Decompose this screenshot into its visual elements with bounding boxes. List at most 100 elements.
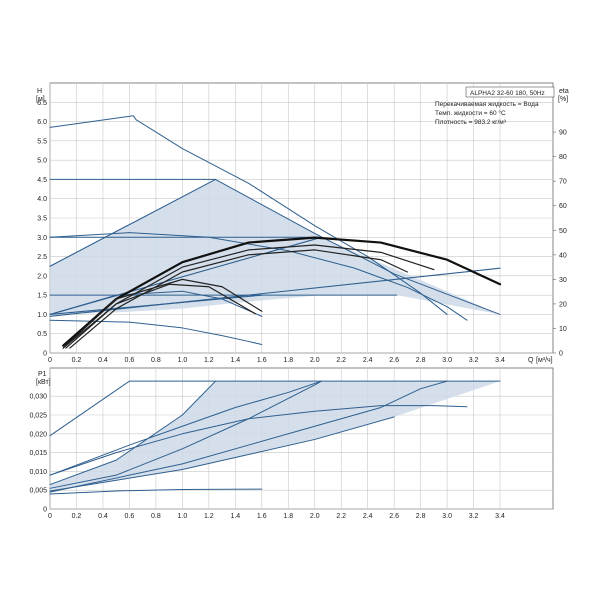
power-y-tick-label: 0 [43, 507, 47, 514]
power-curve [49, 380, 322, 476]
head-x-tick-label: 3.4 [495, 357, 505, 364]
head-y2-tick-label: 90 [559, 130, 567, 137]
head-y-tick-label: 3.5 [37, 216, 47, 223]
chart-title: ALPHA2 32-60 180, 50Hz [470, 90, 545, 97]
head-y2-tick-label: 80 [559, 154, 567, 161]
power-operating-area [50, 381, 501, 491]
power-panel: 0 0.2 0.4 0.6 0.8 1.0 1.2 1.4 1.6 1.8 2.0 2.2 2.4 2.6… [29, 367, 554, 520]
power-y-tick-label: 0,025 [29, 413, 47, 420]
power-curve [49, 380, 322, 489]
power-x-tick-label: 3.2 [469, 513, 479, 520]
head-y-tick-label: 1.5 [37, 293, 47, 300]
head-y2-tick-label: 10 [559, 326, 567, 333]
head-yunit: [м] [36, 96, 45, 103]
head-y2-tick-label: 0 [559, 351, 563, 358]
power-x-tick-label: 2.2 [336, 513, 346, 520]
power-y-tick-label: 0,020 [29, 431, 47, 438]
head-y2-tick-label: 40 [559, 252, 567, 259]
head-head-curve [49, 115, 448, 315]
power-x-tick-label: 2.6 [389, 513, 399, 520]
head-system-curve [49, 236, 322, 315]
head-x-tick-label: 2.2 [336, 357, 346, 364]
head-system-curve [49, 178, 217, 267]
power-x-tick-label: 0.6 [125, 513, 135, 520]
head-y-tick-label: 5.0 [37, 158, 47, 165]
head-x-tick-label: 0 [48, 357, 52, 364]
head-y2-tick-label: 50 [559, 228, 567, 235]
power-curve [49, 380, 501, 437]
head-y-tick-label: 4.0 [37, 196, 47, 203]
power-curve [49, 488, 263, 495]
power-x-tick-label: 3.4 [495, 513, 505, 520]
head-x-tick-label: 2.8 [416, 357, 426, 364]
head-y-tick-label: 1.0 [37, 312, 47, 319]
power-x-tick-label: 1.6 [257, 513, 267, 520]
head-head-curve [49, 178, 501, 315]
head-panel: 0 0.2 0.4 0.6 0.8 1.0 1.2 1.4 1.6 1.8 2.0 2.2 2.4 2.6… [37, 82, 567, 364]
head-x-tick-label: 0.2 [72, 357, 82, 364]
head-x-tick-label: 3.0 [442, 357, 452, 364]
head-y2-tick-label: 60 [559, 203, 567, 210]
head-efficiency-curve [69, 249, 408, 349]
info-line-temp: Темп. жидкости = 60 °C [435, 109, 506, 117]
labels-layer: H [м] eta [%] Q [м³/ч] P1 [кВт] ALPHA2 3… [36, 86, 569, 386]
eta-label: eta [559, 88, 569, 95]
eta-unit: [%] [558, 96, 568, 103]
head-x-tick-label: 1.0 [178, 357, 188, 364]
head-x-tick-label: 3.2 [469, 357, 479, 364]
power-curve [49, 380, 448, 493]
head-head-curve [49, 319, 263, 346]
head-efficiency-curve [62, 236, 502, 347]
head-x-tick-label: 2.6 [389, 357, 399, 364]
head-x-tick-label: 1.4 [230, 357, 240, 364]
head-system-curve [49, 267, 501, 317]
power-x-tick-label: 0 [48, 513, 52, 520]
power-x-tick-label: 2.8 [416, 513, 426, 520]
info-line-density: Плотность = 983.2 кг/м³ [435, 119, 507, 126]
head-efficiency-curve [62, 278, 263, 349]
power-ylabel: P1 [38, 371, 47, 378]
power-x-tick-label: 1.0 [178, 513, 188, 520]
head-x-tick-label: 0.4 [98, 357, 108, 364]
power-curve [49, 416, 395, 492]
head-ylabel: H [37, 88, 42, 95]
q-xunit: [м³/ч] [536, 357, 553, 364]
power-x-tick-label: 0.4 [98, 513, 108, 520]
head-y-tick-label: 5.5 [37, 138, 47, 145]
head-x-tick-label: 1.6 [257, 357, 267, 364]
power-y-tick-label: 0,015 [29, 450, 47, 457]
power-x-tick-label: 1.8 [283, 513, 293, 520]
head-efficiency-curve [62, 283, 256, 349]
head-y-tick-label: 2.5 [37, 254, 47, 261]
head-x-tick-label: 0.8 [151, 357, 161, 364]
power-x-tick-label: 0.2 [72, 513, 82, 520]
power-y-tick-label: 0,005 [29, 488, 47, 495]
head-y2-tick-label: 70 [559, 179, 567, 186]
head-x-tick-label: 1.8 [283, 357, 293, 364]
head-y2-tick-label: 20 [559, 301, 567, 308]
head-y-tick-label: 6.5 [37, 100, 47, 107]
power-x-tick-label: 2.0 [310, 513, 320, 520]
power-yunit: [кВт] [36, 379, 51, 386]
head-y-tick-label: 6.0 [37, 119, 47, 126]
head-y-tick-label: 4.5 [37, 177, 47, 184]
power-x-tick-label: 0.8 [151, 513, 161, 520]
head-y-tick-label: 3.0 [37, 235, 47, 242]
head-y-tick-label: 2.0 [37, 273, 47, 280]
power-x-tick-label: 2.4 [363, 513, 373, 520]
power-x-tick-label: 1.4 [230, 513, 240, 520]
power-x-tick-label: 1.2 [204, 513, 214, 520]
power-curve [49, 405, 468, 476]
head-head-curve [49, 232, 468, 321]
head-x-tick-label: 0.6 [125, 357, 135, 364]
power-y-tick-label: 0,030 [29, 394, 47, 401]
head-y-tick-label: 0.5 [37, 331, 47, 338]
head-x-tick-label: 2.4 [363, 357, 373, 364]
head-y-tick-label: 0 [43, 351, 47, 358]
power-x-tick-label: 3.0 [442, 513, 452, 520]
head-x-tick-label: 1.2 [204, 357, 214, 364]
model-box [465, 86, 555, 98]
power-y-tick-label: 0,010 [29, 469, 47, 476]
info-line-fluid: Перекачиваемая жидкость = Вода [435, 101, 539, 108]
